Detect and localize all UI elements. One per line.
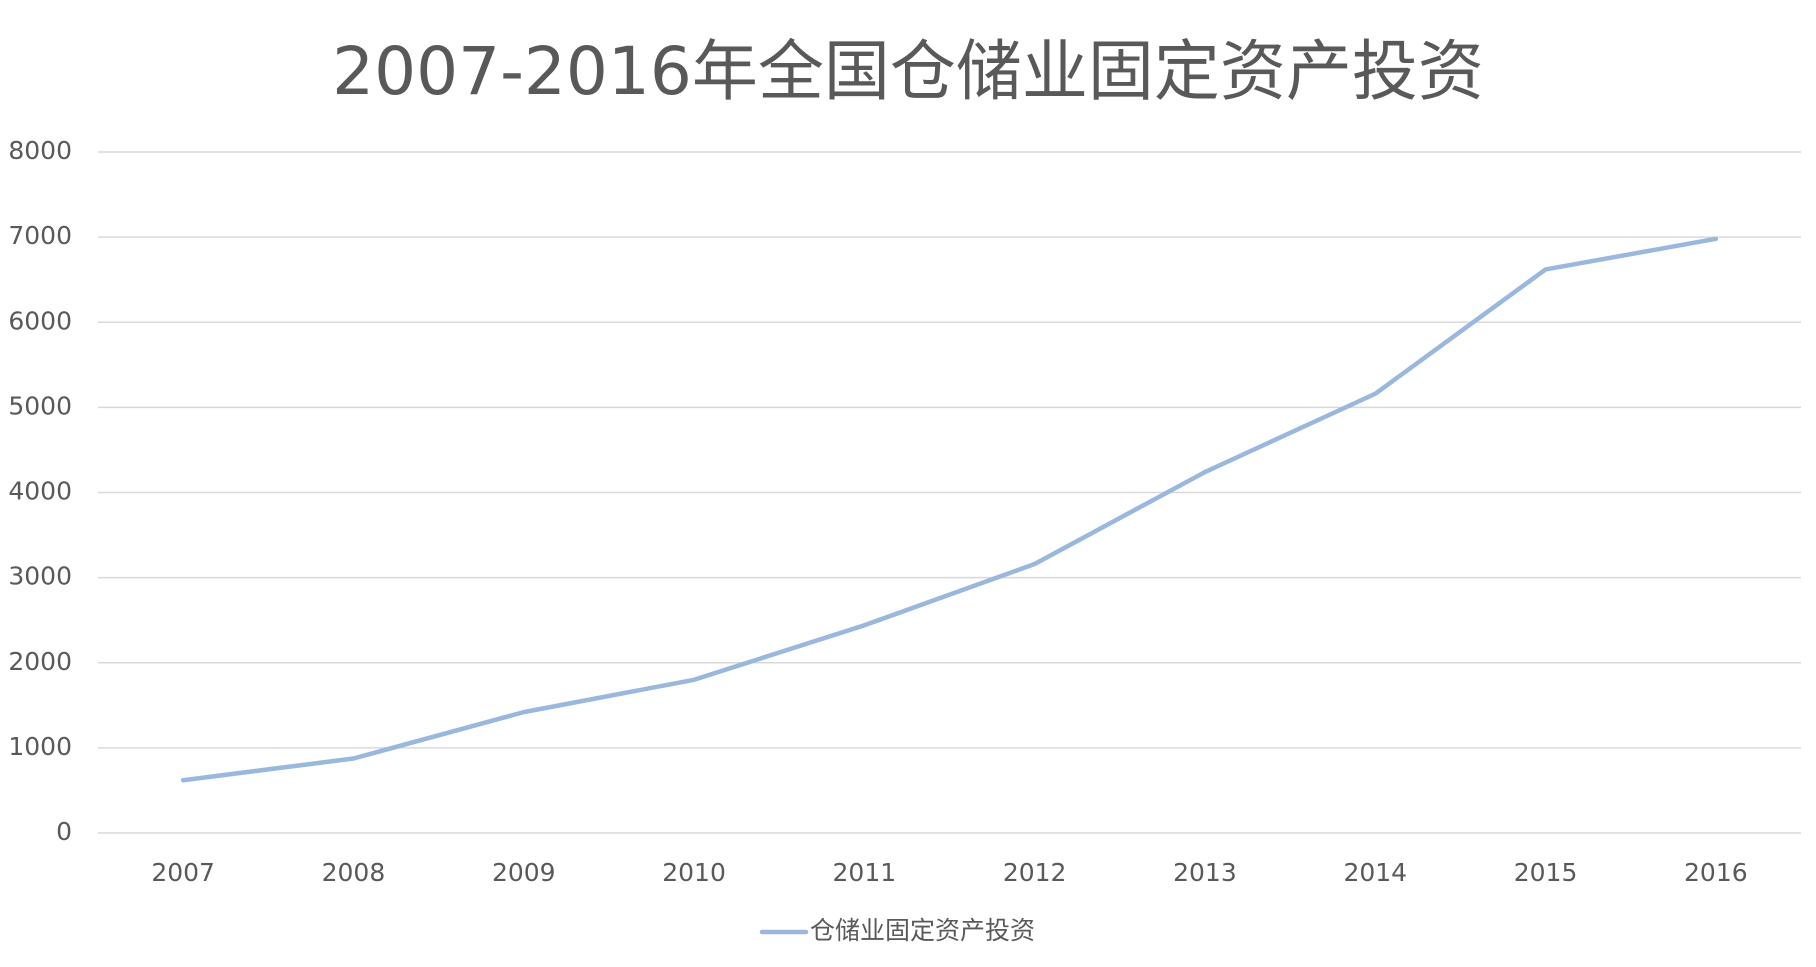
chart-title: 2007-2016年全国仓储业固定资产投资	[332, 33, 1484, 110]
y-tick-label: 3000	[8, 562, 72, 591]
x-tick-label: 2008	[322, 858, 386, 887]
x-tick-label: 2011	[833, 858, 897, 887]
y-tick-label: 6000	[8, 306, 72, 335]
x-tick-label: 2009	[492, 858, 556, 887]
legend-label: 仓储业固定资产投资	[810, 916, 1035, 945]
y-tick-label: 0	[56, 817, 72, 846]
x-tick-label: 2015	[1514, 858, 1578, 887]
x-tick-label: 2010	[662, 858, 726, 887]
y-tick-label: 8000	[8, 136, 72, 165]
y-tick-label: 7000	[8, 221, 72, 250]
x-tick-label: 2014	[1343, 858, 1407, 887]
y-tick-label: 4000	[8, 477, 72, 506]
x-tick-label: 2016	[1684, 858, 1748, 887]
x-tick-label: 2012	[1003, 858, 1067, 887]
x-tick-label: 2007	[151, 858, 215, 887]
x-tick-label: 2013	[1173, 858, 1237, 887]
y-tick-label: 2000	[8, 647, 72, 676]
line	[180, 236, 1719, 783]
y-tick-label: 1000	[8, 732, 72, 761]
y-tick-label: 5000	[8, 391, 72, 420]
